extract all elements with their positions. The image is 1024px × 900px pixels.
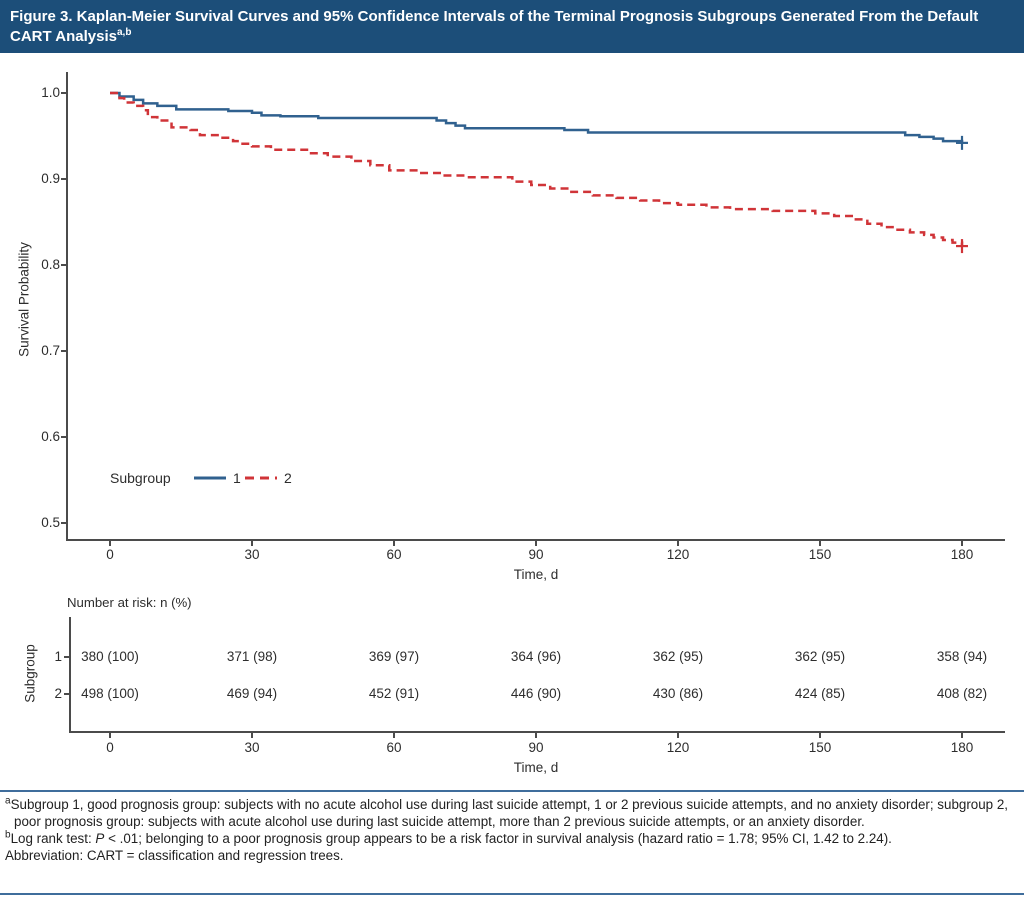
risk-cell: 424 (85)	[794, 686, 846, 701]
abbreviation-text: Abbreviation: CART = classification and …	[5, 848, 344, 863]
footnote-a-text: Subgroup 1, good prognosis group: subjec…	[10, 797, 1009, 829]
risk-cell: 446 (90)	[510, 686, 562, 701]
risk-cell: 452 (91)	[368, 686, 420, 701]
y-tick-label: 0.6	[41, 429, 60, 444]
risk-cell: 430 (86)	[652, 686, 704, 701]
footnotes: aSubgroup 1, good prognosis group: subje…	[5, 796, 1019, 864]
risk-cell: 408 (82)	[936, 686, 988, 701]
risk-cell: 358 (94)	[936, 649, 988, 664]
kaplan-meier-chart	[61, 72, 1005, 738]
x-tick-label: 60	[386, 547, 402, 562]
y-axis-label: Survival Probability	[16, 242, 32, 357]
risk-cell: 362 (95)	[652, 649, 704, 664]
risk-x-tick-label: 150	[808, 740, 832, 755]
footnote-b: bLog rank test: P < .01; belonging to a …	[5, 830, 1019, 847]
risk-cell: 364 (96)	[510, 649, 562, 664]
footnote-abbreviation: Abbreviation: CART = classification and …	[5, 847, 1019, 864]
risk-x-tick-label: 90	[528, 740, 544, 755]
legend-entry-1: 1	[233, 470, 241, 486]
y-tick-label: 0.7	[41, 343, 60, 358]
risk-table-axes	[69, 617, 1005, 733]
footnote-b-text: < .01; belonging to a poor prognosis gro…	[104, 831, 892, 846]
risk-x-tick-label: 60	[386, 740, 402, 755]
legend-title: Subgroup	[110, 470, 171, 486]
x-tick-label: 150	[808, 547, 832, 562]
figure-title-superscript: a,b	[116, 27, 132, 38]
footnote-b-superscript: b	[5, 829, 11, 841]
x-tick-label: 0	[106, 547, 114, 562]
risk-x-tick-label: 30	[244, 740, 260, 755]
risk-row-label-2: 2	[54, 686, 62, 701]
risk-x-tick-label: 0	[106, 740, 114, 755]
survival-curve-subgroup-2	[110, 91, 964, 247]
risk-table-header: Number at risk: n (%)	[67, 595, 192, 610]
footnote-b-italic-p: P	[95, 831, 105, 846]
x-tick-label: 90	[528, 547, 544, 562]
figure-title-bar: Figure 3. Kaplan-Meier Survival Curves a…	[0, 0, 1024, 53]
divider-bottom	[0, 893, 1024, 895]
x-tick-label: 30	[244, 547, 260, 562]
risk-cell: 371 (98)	[226, 649, 278, 664]
risk-cell: 498 (100)	[81, 686, 139, 701]
risk-x-axis-label: Time, d	[513, 760, 559, 775]
risk-row-label-1: 1	[54, 649, 62, 664]
risk-x-tick-label: 120	[666, 740, 690, 755]
risk-cell: 380 (100)	[81, 649, 139, 664]
x-tick-label: 180	[950, 547, 974, 562]
legend-entry-2: 2	[284, 470, 292, 486]
risk-cell: 369 (97)	[368, 649, 420, 664]
y-tick-label: 0.9	[41, 171, 60, 186]
y-tick-label: 1.0	[41, 85, 60, 100]
risk-cell: 362 (95)	[794, 649, 846, 664]
footnote-a-superscript: a	[5, 795, 11, 807]
y-tick-label: 0.5	[41, 515, 60, 530]
divider-top	[0, 790, 1024, 792]
y-tick-label: 0.8	[41, 257, 60, 272]
risk-table-axis-label: Subgroup	[22, 644, 38, 703]
risk-x-tick-label: 180	[950, 740, 974, 755]
footnote-b-text-prefix: Log rank test:	[10, 831, 96, 846]
figure-title: Figure 3. Kaplan-Meier Survival Curves a…	[10, 8, 979, 45]
risk-cell: 469 (94)	[226, 686, 278, 701]
x-tick-label: 120	[666, 547, 690, 562]
x-axis-label: Time, d	[513, 567, 559, 582]
footnote-a: aSubgroup 1, good prognosis group: subje…	[5, 796, 1019, 830]
main-plot-axes	[66, 72, 1005, 541]
survival-curve-subgroup-1	[110, 91, 964, 143]
